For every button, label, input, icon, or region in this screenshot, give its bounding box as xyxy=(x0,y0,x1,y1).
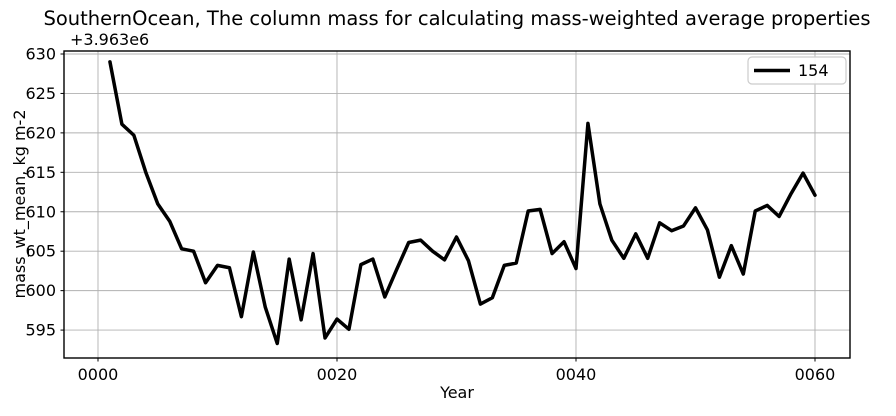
legend-box xyxy=(747,56,847,85)
y-tick-label: 620 xyxy=(25,123,56,142)
legend: 154 xyxy=(747,56,847,85)
x-tick-label: 0020 xyxy=(317,365,358,384)
x-tick-label: 0000 xyxy=(78,365,119,384)
y-tick-label: 615 xyxy=(25,163,56,182)
plot-area xyxy=(64,51,850,358)
data-series xyxy=(108,60,817,346)
series-line-154 xyxy=(108,60,817,346)
y-tick-label: 625 xyxy=(25,84,56,103)
chart-title: SouthernOcean, The column mass for calcu… xyxy=(43,7,870,30)
y-axis-offset-label: +3.963e6 xyxy=(70,30,149,49)
legend-label: 154 xyxy=(798,61,829,80)
y-tick-label: 595 xyxy=(25,321,56,340)
x-gridlines xyxy=(97,51,816,358)
x-tick-labels: 0000 0020 0040 0060 xyxy=(78,365,836,384)
x-tick-label: 0040 xyxy=(556,365,597,384)
y-tick-labels: 595 600 605 610 615 620 625 630 xyxy=(25,44,56,339)
y-tick-label: 600 xyxy=(25,281,56,300)
y-axis-label: mass_wt_mean, kg m-2 xyxy=(10,109,30,298)
axes-spines xyxy=(63,50,851,359)
x-tick-label: 0060 xyxy=(795,365,836,384)
y-tick-label: 610 xyxy=(25,202,56,221)
x-axis-label: Year xyxy=(439,383,474,402)
y-tick-label: 630 xyxy=(25,44,56,63)
y-tick-label: 605 xyxy=(25,242,56,261)
